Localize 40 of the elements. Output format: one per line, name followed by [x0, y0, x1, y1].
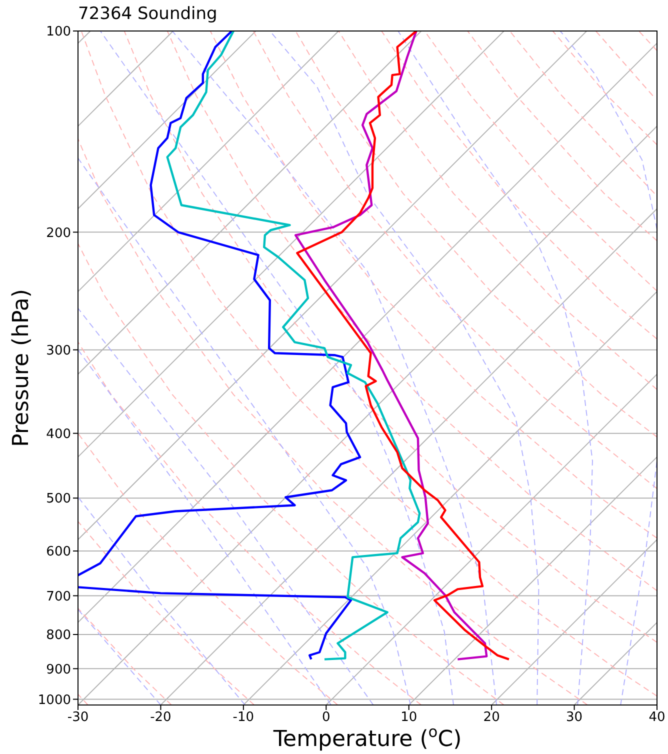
- line-series: [381, 31, 657, 340]
- chart-title: 72364 Sounding: [78, 4, 218, 24]
- y-tick-label: 200: [46, 226, 71, 241]
- line-series: [560, 31, 657, 230]
- line-series: [295, 31, 657, 438]
- line-series: [100, 31, 454, 705]
- line-series: [338, 31, 657, 390]
- y-axis-title: Pressure (hPa): [9, 289, 34, 447]
- y-tick-label: 600: [46, 544, 71, 560]
- line-series: [78, 520, 255, 705]
- line-series: [252, 31, 657, 490]
- y-tick-label: 300: [46, 343, 71, 358]
- line-series: [467, 31, 657, 242]
- x-tick-label: 10: [400, 710, 418, 726]
- y-tick-label: 400: [46, 426, 71, 442]
- x-tick-label: 40: [648, 710, 666, 726]
- x-tick-label: 0: [322, 710, 330, 726]
- x-tick-label: -30: [67, 710, 89, 726]
- y-tick-label: 1000: [38, 692, 71, 708]
- line-series: [166, 31, 657, 592]
- line-series: [172, 31, 498, 705]
- x-tick-label: -10: [232, 710, 254, 726]
- y-tick-label: 800: [46, 628, 71, 644]
- y-tick-label: 500: [46, 492, 71, 507]
- line-series: [78, 243, 504, 705]
- y-tick-label: 900: [46, 662, 71, 678]
- line-series: [166, 31, 421, 660]
- y-tick-label: 700: [46, 589, 71, 604]
- line-series: [78, 158, 412, 705]
- x-tick-label: 20: [483, 710, 500, 726]
- line-series: [398, 31, 593, 705]
- x-tick-label: 30: [566, 710, 583, 726]
- x-axis-title: Temperature ($^{o}$C): [272, 723, 462, 752]
- y-tick-label: 100: [46, 24, 71, 40]
- line-series: [424, 31, 657, 292]
- line-series: [269, 31, 540, 705]
- line-series: [210, 31, 657, 539]
- x-tick-label: -20: [150, 710, 172, 726]
- line-series: [78, 341, 422, 705]
- line-series: [78, 432, 338, 705]
